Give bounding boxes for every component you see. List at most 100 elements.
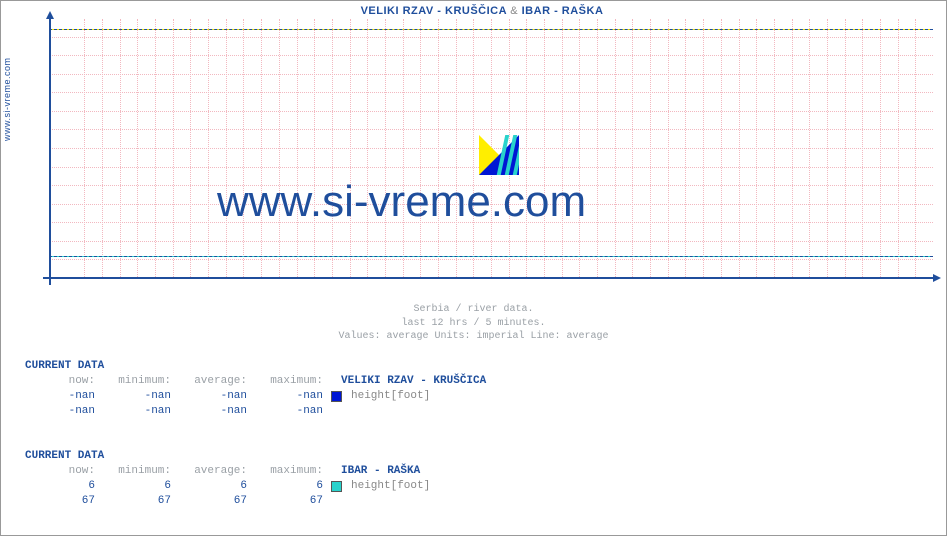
vgrid-line <box>438 19 439 279</box>
table-cell: 6 <box>253 479 329 494</box>
table-cell: -nan <box>177 404 253 419</box>
table-cell: -nan <box>253 389 329 404</box>
vgrid-line <box>243 19 244 279</box>
current-data-title: CURRENT DATA <box>25 359 936 374</box>
table-header-cell: maximum: <box>253 464 329 479</box>
table-row: -nan-nan-nan-nan <box>25 404 936 419</box>
vgrid-line <box>544 19 545 279</box>
table-row: 6666height[foot] <box>25 479 936 494</box>
watermark-logo <box>479 135 519 175</box>
series-name: VELIKI RZAV - KRUŠČICA <box>329 374 486 389</box>
vgrid-line <box>279 19 280 279</box>
vgrid-line <box>385 19 386 279</box>
vgrid-line <box>827 19 828 279</box>
table-cell: 67 <box>253 494 329 509</box>
vgrid-line <box>774 19 775 279</box>
legend-swatch <box>331 481 342 492</box>
vgrid-line <box>668 19 669 279</box>
table-cell: 6 <box>101 479 177 494</box>
vgrid-line <box>226 19 227 279</box>
table-header-cell: average: <box>177 464 253 479</box>
table-header-cell: now: <box>25 464 101 479</box>
vgrid-line <box>862 19 863 279</box>
vgrid-line <box>314 19 315 279</box>
table-header-row: now:minimum:average:maximum:VELIKI RZAV … <box>25 374 936 389</box>
title-part-b: IBAR - RAŠKA <box>522 5 604 17</box>
table-cell: 67 <box>25 494 101 509</box>
caption-line-3: Values: average Units: imperial Line: av… <box>1 330 946 344</box>
vgrid-line <box>562 19 563 279</box>
title-part-a: VELIKI RZAV - KRUŠČICA <box>361 5 507 17</box>
table-cell: -nan <box>25 389 101 404</box>
vgrid-line <box>332 19 333 279</box>
x-axis <box>43 277 939 279</box>
current-data-title: CURRENT DATA <box>25 449 936 464</box>
caption-line-2: last 12 hrs / 5 minutes. <box>1 317 946 331</box>
vgrid-line <box>102 19 103 279</box>
table-row: -nan-nan-nan-nanheight[foot] <box>25 389 936 404</box>
caption: Serbia / river data. last 12 hrs / 5 min… <box>1 303 946 344</box>
vgrid-line <box>137 19 138 279</box>
table-cell: 67 <box>101 494 177 509</box>
table-header-cell: maximum: <box>253 374 329 389</box>
table-row: 67676767 <box>25 494 936 509</box>
table-header-row: now:minimum:average:maximum:IBAR - RAŠKA <box>25 464 936 479</box>
caption-line-1: Serbia / river data. <box>1 303 946 317</box>
vgrid-line <box>350 19 351 279</box>
vgrid-line <box>685 19 686 279</box>
table-header-cell: minimum: <box>101 464 177 479</box>
legend-swatch <box>331 391 342 402</box>
vgrid-line <box>756 19 757 279</box>
table-cell: -nan <box>253 404 329 419</box>
table-header-cell: average: <box>177 374 253 389</box>
vgrid-line <box>173 19 174 279</box>
vgrid-line <box>632 19 633 279</box>
vgrid-line <box>915 19 916 279</box>
chart-title: VELIKI RZAV - KRUŠČICA & IBAR - RAŠKA <box>23 5 941 19</box>
vgrid-line <box>615 19 616 279</box>
unit-label: height[foot] <box>329 479 430 494</box>
vgrid-line <box>84 19 85 279</box>
series-dash <box>49 256 933 257</box>
vgrid-line <box>526 19 527 279</box>
vgrid-line <box>739 19 740 279</box>
table-cell: -nan <box>101 389 177 404</box>
vgrid-line <box>809 19 810 279</box>
vgrid-line <box>456 19 457 279</box>
vgrid-line <box>420 19 421 279</box>
vgrid-line <box>403 19 404 279</box>
watermark-text: www.si-vreme.com <box>217 177 586 227</box>
vgrid-line <box>792 19 793 279</box>
vgrid-line <box>880 19 881 279</box>
table-cell: 6 <box>177 479 253 494</box>
vgrid-line <box>120 19 121 279</box>
data-block-2: CURRENT DATAnow:minimum:average:maximum:… <box>25 449 936 508</box>
vgrid-line <box>297 19 298 279</box>
table-header-cell: now: <box>25 374 101 389</box>
vgrid-line <box>597 19 598 279</box>
vgrid-line <box>650 19 651 279</box>
vgrid-line <box>845 19 846 279</box>
site-label: www.si-vreme.com <box>2 57 12 141</box>
table-cell: 6 <box>25 479 101 494</box>
vgrid-line <box>208 19 209 279</box>
title-amp: & <box>510 5 518 17</box>
unit-label: height[foot] <box>329 389 430 404</box>
series-dash <box>49 29 933 30</box>
table-cell: -nan <box>101 404 177 419</box>
vgrid-line <box>473 19 474 279</box>
vgrid-line <box>721 19 722 279</box>
table-cell: 67 <box>177 494 253 509</box>
series-name: IBAR - RAŠKA <box>329 464 420 479</box>
table-header-cell: minimum: <box>101 374 177 389</box>
vgrid-line <box>261 19 262 279</box>
y-axis <box>49 13 51 285</box>
vgrid-line <box>703 19 704 279</box>
vgrid-line <box>898 19 899 279</box>
plot: 20406023:0000:0001:0002:0003:0004:0005:0… <box>49 19 933 279</box>
vgrid-line <box>155 19 156 279</box>
vgrid-line <box>579 19 580 279</box>
chart-area: VELIKI RZAV - KRUŠČICA & IBAR - RAŠKA 20… <box>23 5 941 305</box>
table-cell: -nan <box>25 404 101 419</box>
vgrid-line <box>190 19 191 279</box>
